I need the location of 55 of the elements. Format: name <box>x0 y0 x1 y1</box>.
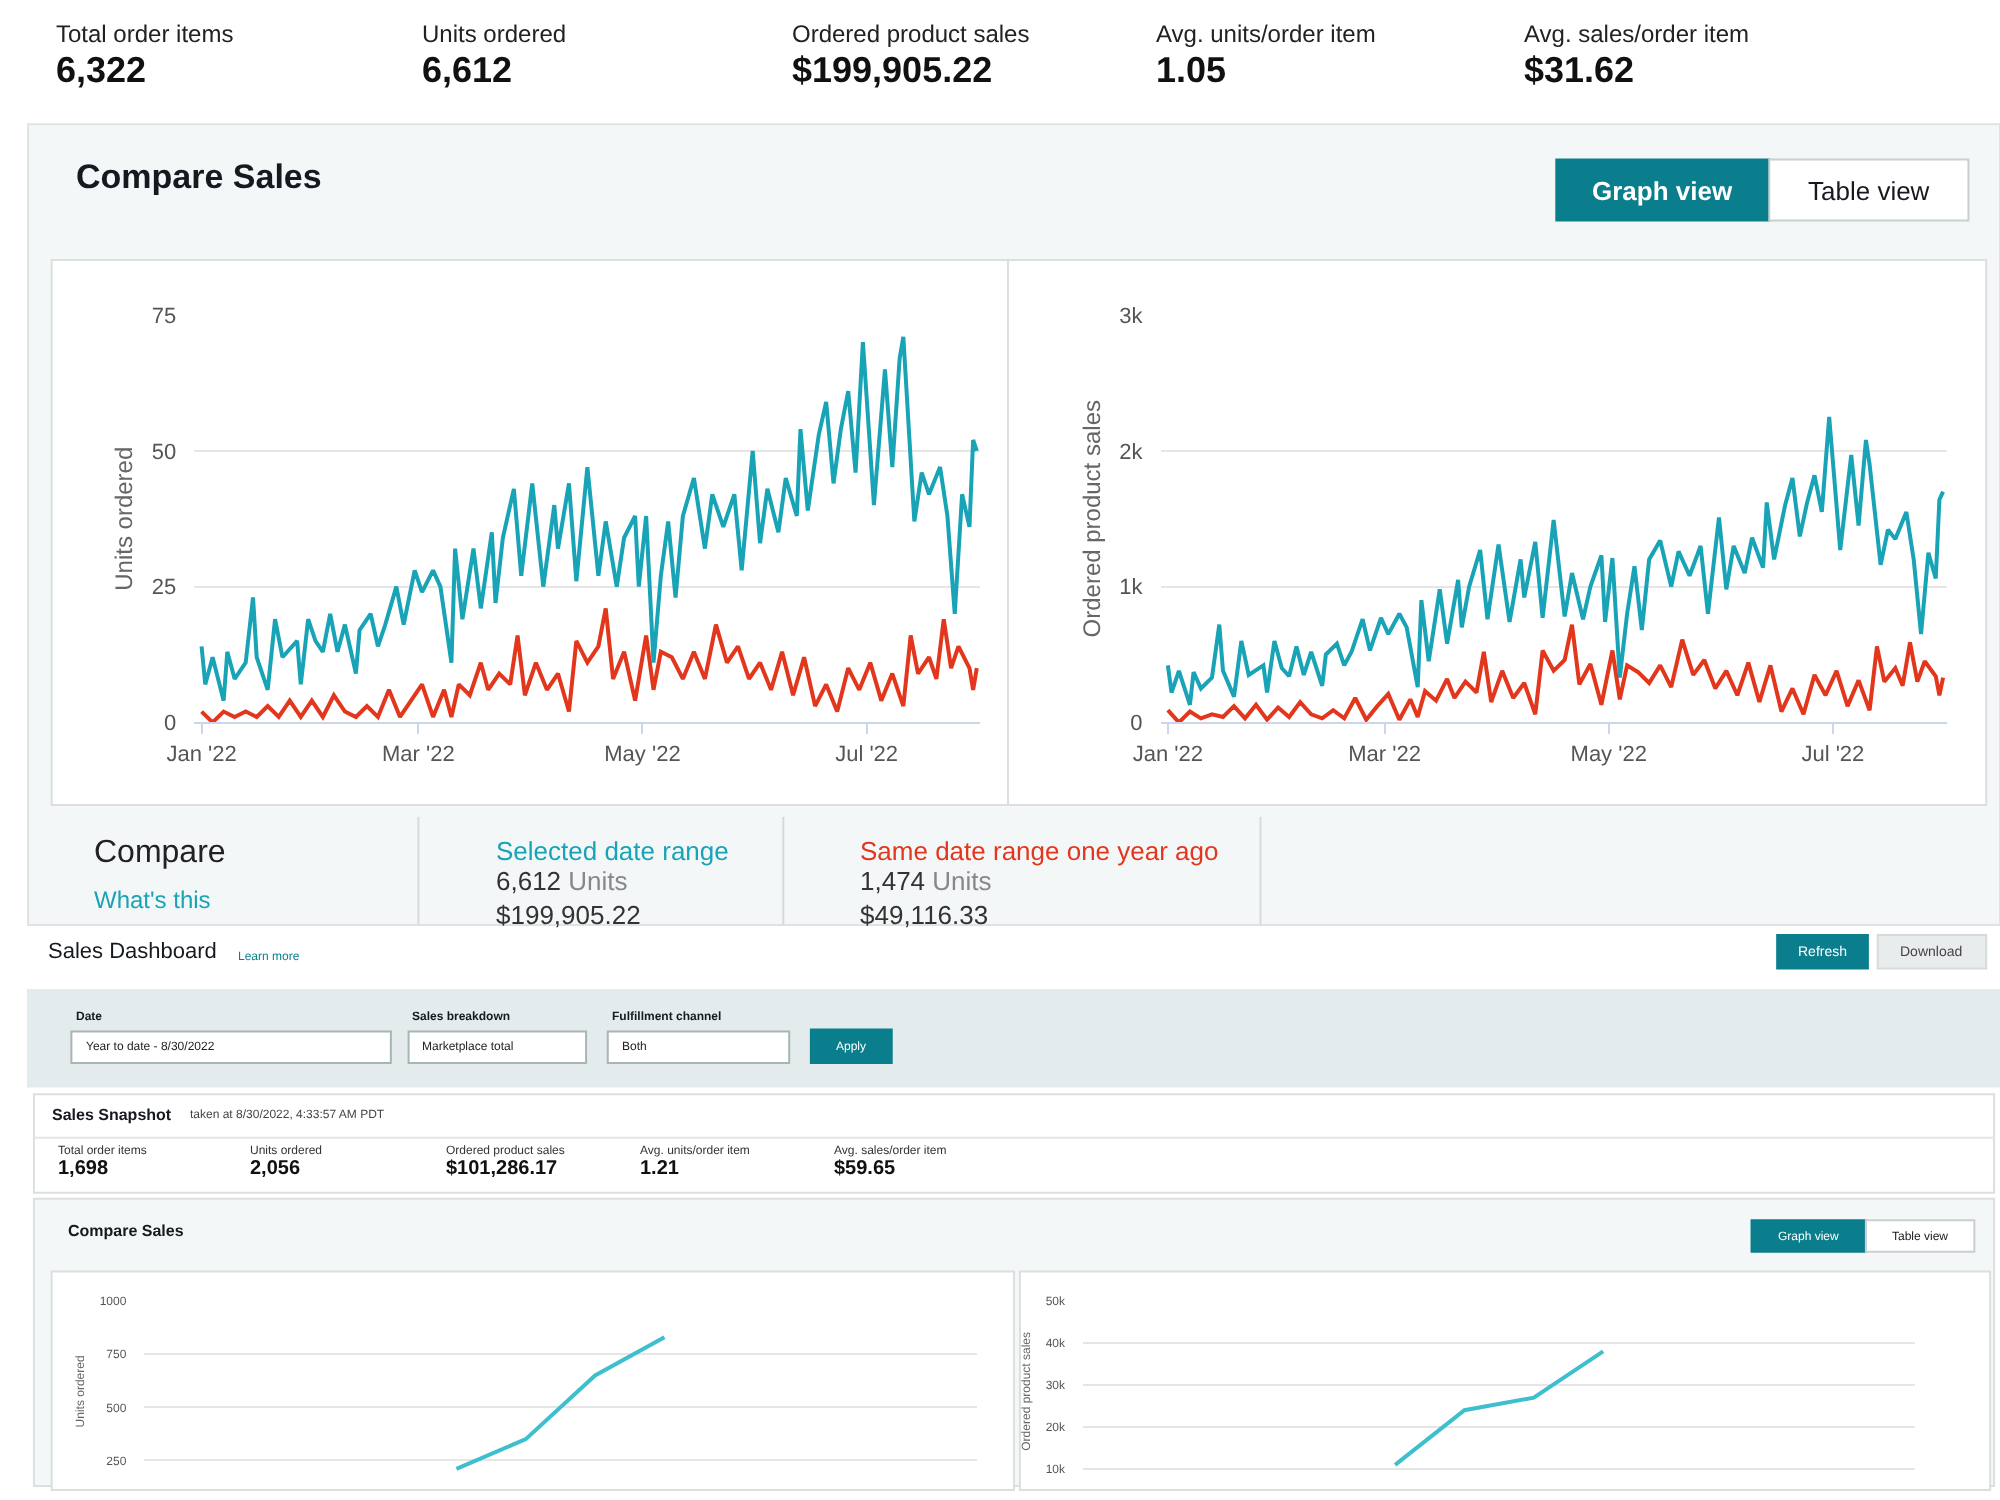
text: $101,286.17 <box>446 1158 559 1180</box>
y-tick-label: 2k <box>1119 440 1144 465</box>
text: Units <box>568 866 629 896</box>
text: 1.05 <box>1156 50 1227 90</box>
x-tick-label: Mar '22 <box>382 742 455 767</box>
text: Sales Dashboard <box>48 940 217 964</box>
text: Selected date range <box>496 836 729 866</box>
text: $199,905.22 <box>496 900 641 930</box>
text: $31.62 <box>1524 50 1635 90</box>
text: Table view <box>1808 176 1931 206</box>
text: Ordered product sales <box>792 20 1030 48</box>
text: Same date range one year ago <box>860 836 1219 866</box>
text: $59.65 <box>834 1158 897 1180</box>
text: Compare Sales <box>68 1222 185 1240</box>
y-tick-label: 75 <box>151 304 177 329</box>
text: $49,116.33 <box>860 900 989 930</box>
text: 1,698 <box>58 1158 109 1180</box>
x-tick-label: Jul '22 <box>835 742 899 767</box>
text: 6,612 <box>422 50 513 90</box>
y-axis-title: Units ordered <box>110 446 139 591</box>
text: Avg. units/order item <box>1156 20 1376 48</box>
text: 6,612 <box>496 866 562 896</box>
text: Graph view <box>1592 176 1734 206</box>
text: 2,056 <box>250 1158 301 1180</box>
line-series <box>1393 1349 1606 1467</box>
text: What's this <box>94 886 211 914</box>
line-series <box>199 334 979 703</box>
x-tick-label: Jul '22 <box>1801 742 1865 767</box>
y-axis-title: Ordered product sales <box>1077 399 1106 638</box>
line-series <box>454 1335 667 1471</box>
text: $199,905.22 <box>792 50 993 90</box>
text: Compare <box>94 836 226 870</box>
text: Avg. sales/order item <box>1524 20 1749 48</box>
x-tick-label: May '22 <box>1570 742 1647 767</box>
line-series <box>199 606 979 723</box>
text: 1,474 <box>860 866 926 896</box>
y-tick-label: 0 <box>1130 712 1143 737</box>
text: Total order items <box>56 20 234 48</box>
text: 1.21 <box>640 1158 680 1180</box>
line-series <box>1165 414 1946 707</box>
y-tick-label: 0 <box>163 712 177 737</box>
x-tick-label: Mar '22 <box>1348 742 1421 767</box>
y-tick-label: 50 <box>151 440 177 465</box>
x-tick-label: Jan '22 <box>1132 742 1203 767</box>
y-tick-label: 3k <box>1119 304 1144 329</box>
y-tick-label: 25 <box>151 576 177 601</box>
line-series <box>1165 622 1946 723</box>
x-tick-label: May '22 <box>604 742 681 767</box>
y-tick-label: 1k <box>1119 576 1144 601</box>
text: Sales Snapshot <box>52 1106 172 1124</box>
text: Compare Sales <box>76 158 322 196</box>
text: 6,322 <box>56 50 147 90</box>
text: Units <box>932 866 993 896</box>
text: Units ordered <box>422 20 567 48</box>
x-tick-label: Jan '22 <box>166 742 237 767</box>
